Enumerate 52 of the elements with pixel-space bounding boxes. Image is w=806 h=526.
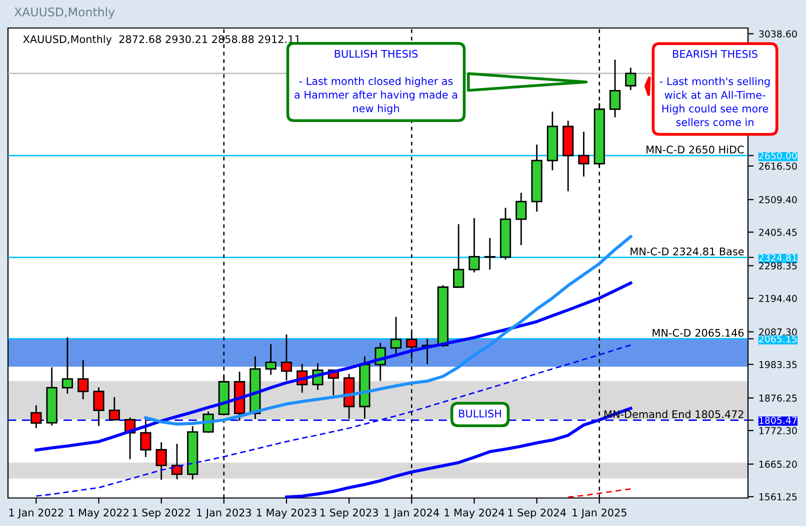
- x-tick-label: 1 Sep 2022: [132, 508, 190, 518]
- y-tick-label: 2065.15: [759, 335, 797, 343]
- y-tick-label: 1876.25: [759, 394, 797, 402]
- x-tick-label: 1 Jan 2022: [9, 508, 64, 518]
- y-tick-label: 1561.25: [759, 493, 797, 500]
- y-tick-label: 3038.60: [759, 30, 797, 38]
- y-tick-label: 2194.40: [759, 294, 797, 302]
- ref-line-label: MN-C-D 2065.146: [652, 328, 744, 337]
- candlestick: [390, 316, 402, 356]
- y-tick-label: 2650.00: [759, 152, 797, 160]
- candlestick: [609, 58, 621, 118]
- line-series: [567, 488, 632, 498]
- candlestick: [140, 418, 152, 458]
- y-tick-label: 1665.20: [759, 460, 797, 468]
- candlestick: [280, 334, 292, 382]
- y-tick-label: 2087.30: [759, 328, 797, 336]
- y-tick-label: 1772.30: [759, 427, 797, 434]
- x-tick-label: 1 Jan 2024: [384, 508, 439, 518]
- candlestick: [30, 404, 42, 429]
- candlestick: [62, 336, 73, 394]
- y-tick-label: 1983.35: [759, 360, 797, 368]
- y-tick-label: 2405.45: [759, 228, 797, 236]
- candlestick: [625, 67, 636, 91]
- ref-line-label: MN-C-D 2650 HiDC: [646, 145, 744, 154]
- y-tick-label: 2616.50: [759, 162, 797, 170]
- candlestick: [78, 359, 89, 400]
- candlestick: [453, 223, 464, 288]
- x-tick-label: 1 Sep 2024: [508, 508, 566, 518]
- x-tick-label: 1 Jan 2025: [572, 508, 626, 518]
- x-tick-label: 1 May 2024: [444, 508, 504, 518]
- annotation: BULLISH: [459, 410, 501, 418]
- y-tick-label: 2509.40: [759, 196, 797, 204]
- x-tick-label: 1 May 2023: [256, 508, 316, 518]
- text: BULLISH THESIS - Last month closed higher as a Hammer after having made a new high: [294, 50, 458, 114]
- candlestick: [468, 218, 480, 274]
- text: BEARISH THESIS - Last month's selling wick at an All-Time- High could see more sellers come in: [660, 50, 770, 126]
- x-tick-label: 1 Jan 2023: [197, 508, 251, 518]
- x-tick-label: 1 Sep 2023: [320, 508, 378, 518]
- chart-title: XAUUSD,Monthly: [14, 7, 115, 19]
- y-tick-label: 2298.35: [759, 262, 797, 270]
- ref-line-label: MN-C-D 2324.81 Base: [630, 248, 744, 256]
- candlestick: [484, 237, 496, 270]
- candlestick: [578, 131, 590, 178]
- x-tick-label: 1 May 2022: [69, 508, 128, 518]
- candlestick: [516, 192, 527, 246]
- candlestick: [156, 442, 167, 481]
- candlestick: [171, 443, 183, 480]
- y-tick-label: 1805.47: [759, 416, 797, 424]
- candlestick: [108, 396, 120, 421]
- candlestick: [265, 343, 276, 376]
- y-tick-label: 2324.81: [759, 254, 797, 262]
- candlestick: [93, 386, 104, 427]
